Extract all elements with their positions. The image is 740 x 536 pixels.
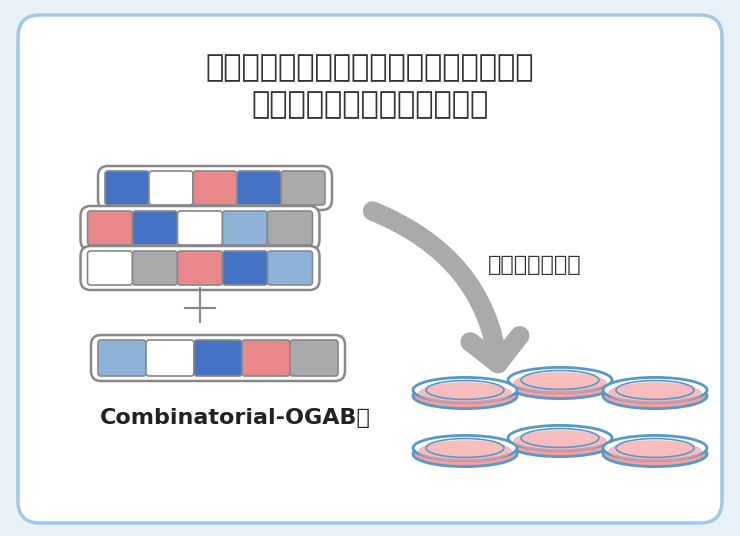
Text: スクリーニング: スクリーニング (488, 255, 582, 275)
Ellipse shape (603, 442, 707, 467)
FancyBboxPatch shape (132, 251, 178, 285)
FancyBboxPatch shape (18, 15, 722, 523)
Ellipse shape (418, 440, 512, 462)
FancyBboxPatch shape (290, 340, 338, 376)
Ellipse shape (603, 383, 707, 408)
Ellipse shape (508, 374, 612, 399)
Ellipse shape (413, 435, 517, 460)
Ellipse shape (508, 426, 612, 451)
FancyBboxPatch shape (242, 340, 290, 376)
FancyBboxPatch shape (87, 251, 132, 285)
Ellipse shape (514, 372, 607, 394)
Ellipse shape (508, 431, 612, 457)
FancyBboxPatch shape (267, 251, 312, 285)
FancyBboxPatch shape (281, 171, 325, 205)
FancyBboxPatch shape (98, 340, 146, 376)
Text: 最適な遺伝子パターンの探索: 最適な遺伝子パターンの探索 (252, 91, 488, 120)
Ellipse shape (603, 377, 707, 403)
FancyBboxPatch shape (149, 171, 193, 205)
FancyBboxPatch shape (91, 335, 345, 381)
FancyBboxPatch shape (98, 166, 332, 210)
FancyBboxPatch shape (132, 211, 178, 245)
Ellipse shape (514, 430, 607, 452)
FancyBboxPatch shape (237, 171, 281, 205)
FancyBboxPatch shape (193, 171, 237, 205)
FancyBboxPatch shape (105, 171, 149, 205)
FancyBboxPatch shape (87, 211, 132, 245)
Ellipse shape (508, 367, 612, 392)
FancyBboxPatch shape (223, 211, 267, 245)
FancyArrowPatch shape (372, 211, 519, 363)
Ellipse shape (608, 440, 702, 462)
FancyBboxPatch shape (223, 251, 267, 285)
Ellipse shape (413, 377, 517, 403)
Ellipse shape (413, 442, 517, 467)
Ellipse shape (413, 383, 517, 408)
FancyBboxPatch shape (178, 211, 223, 245)
FancyBboxPatch shape (81, 206, 320, 250)
FancyBboxPatch shape (178, 251, 223, 285)
Text: コンビナトリアルライブラリーを用いた: コンビナトリアルライブラリーを用いた (206, 54, 534, 83)
Ellipse shape (608, 382, 702, 404)
Ellipse shape (603, 435, 707, 460)
FancyBboxPatch shape (194, 340, 242, 376)
FancyBboxPatch shape (81, 246, 320, 290)
FancyBboxPatch shape (146, 340, 194, 376)
Text: Combinatorial-OGAB法: Combinatorial-OGAB法 (100, 408, 371, 428)
Ellipse shape (418, 382, 512, 404)
FancyBboxPatch shape (267, 211, 312, 245)
